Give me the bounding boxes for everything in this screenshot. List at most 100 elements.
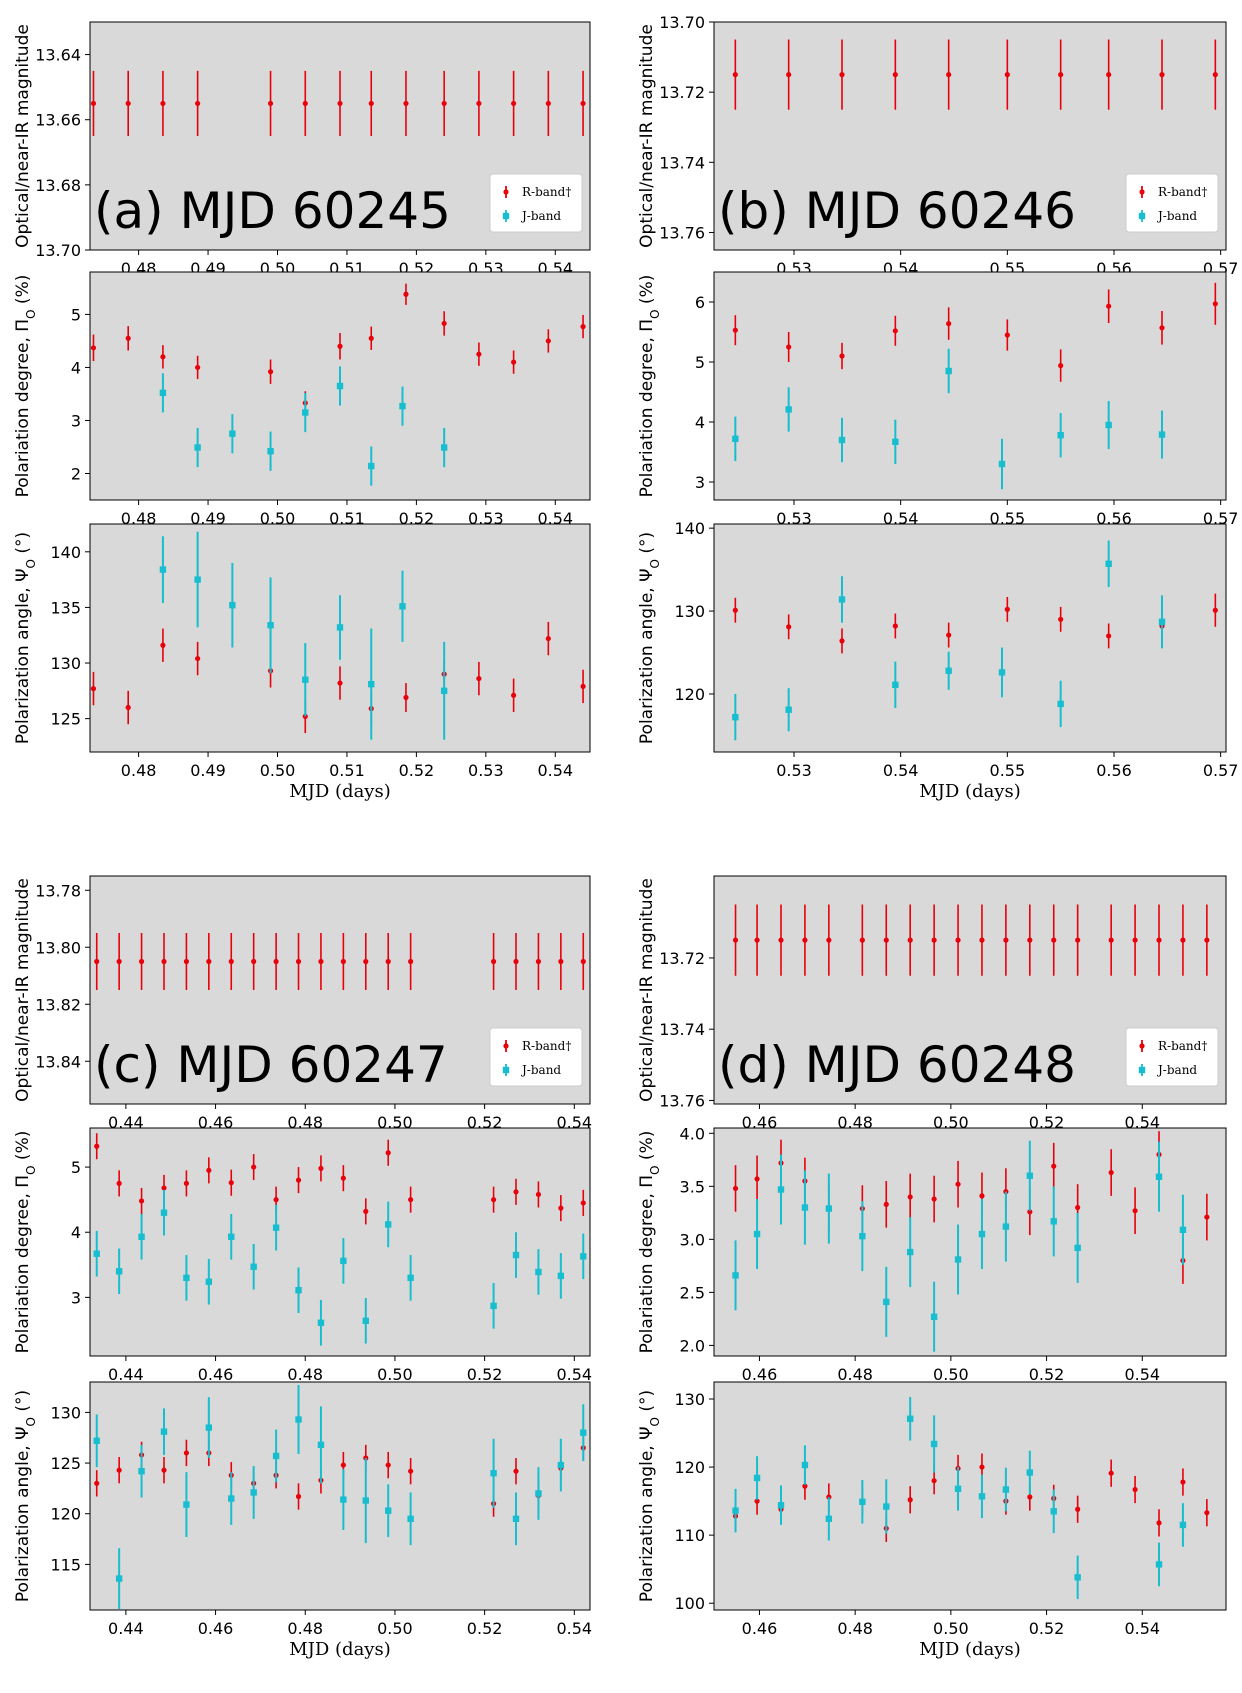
- data-point-j-band: [159, 389, 167, 397]
- y-tick-label: 4: [71, 1223, 81, 1242]
- data-point-j-band: [490, 1470, 497, 1477]
- plot-area-b_ang: [713, 523, 1227, 753]
- data-point-j-band: [883, 1503, 890, 1510]
- x-tick-label: 0.50: [933, 1113, 969, 1132]
- data-point-j-band: [557, 1461, 565, 1469]
- data-point-r-band: [273, 1197, 279, 1203]
- data-point-j-band: [777, 1501, 785, 1509]
- y-tick-label: 13.78: [35, 881, 81, 900]
- data-point-r-band: [1027, 1209, 1033, 1215]
- panel-annotation: (b) MJD 60246: [718, 182, 1076, 240]
- data-point-r-band: [946, 321, 952, 327]
- panel-annotation: (a) MJD 60245: [94, 182, 451, 240]
- data-point-j-band: [838, 436, 846, 444]
- data-point-r-band: [385, 958, 391, 965]
- data-point-j-band: [385, 1221, 392, 1228]
- y-tick-label: 5: [71, 305, 81, 324]
- data-point-j-band: [229, 430, 236, 437]
- y-tick-label: 3.5: [680, 1177, 705, 1196]
- data-point-r-band: [403, 100, 409, 107]
- data-point-r-band: [732, 72, 738, 78]
- data-point-j-band: [115, 1268, 123, 1275]
- x-tick-label: 0.52: [467, 1365, 503, 1384]
- data-point-j-band: [801, 1461, 809, 1469]
- x-tick-label: 0.54: [556, 1619, 592, 1638]
- data-point-j-band: [535, 1490, 542, 1497]
- x-tick-label: 0.52: [399, 509, 435, 528]
- data-point-j-band: [785, 706, 792, 713]
- data-point-r-band: [228, 958, 234, 965]
- data-point-j-band: [295, 1416, 302, 1423]
- data-point-j-band: [1179, 1521, 1187, 1529]
- data-point-r-band: [535, 958, 542, 965]
- y-tick-label: 13.64: [35, 46, 81, 65]
- data-point-r-band: [363, 958, 369, 965]
- data-point-j-band: [340, 1257, 347, 1265]
- y-axis-label: Optical/near-IR magnitude: [637, 24, 657, 248]
- data-point-r-band: [754, 1498, 760, 1504]
- data-point-j-band: [732, 435, 739, 442]
- data-point-j-band: [801, 1204, 809, 1211]
- data-point-j-band: [785, 406, 792, 413]
- x-tick-label: 0.54: [556, 1113, 592, 1132]
- x-tick-label: 0.54: [537, 509, 573, 528]
- data-point-r-band: [161, 958, 167, 965]
- data-point-j-band: [580, 1253, 587, 1260]
- y-tick-label: 13.74: [659, 1020, 705, 1039]
- x-tick-label: 0.48: [287, 1619, 323, 1638]
- data-point-j-band: [945, 367, 952, 375]
- legend-label: R-band†: [522, 1039, 571, 1053]
- legend-label: J-band: [1156, 1063, 1197, 1077]
- data-point-r-band: [1156, 1520, 1162, 1526]
- data-point-r-band: [1108, 1470, 1114, 1476]
- x-tick-label: 0.52: [467, 1113, 503, 1132]
- data-point-r-band: [267, 369, 274, 375]
- data-point-j-band: [440, 687, 448, 695]
- data-point-j-band: [399, 402, 406, 410]
- data-point-r-band: [1106, 303, 1112, 309]
- legend-marker-j-band: [1138, 212, 1146, 220]
- data-point-r-band: [408, 1468, 414, 1474]
- data-point-r-band: [138, 958, 145, 965]
- legend-label: R-band†: [522, 185, 571, 199]
- data-point-r-band: [931, 937, 937, 943]
- data-point-j-band: [1057, 700, 1064, 708]
- x-tick-label: 0.57: [1203, 509, 1239, 528]
- data-point-r-band: [1051, 1163, 1057, 1169]
- y-tick-label: 130: [674, 1390, 705, 1409]
- x-tick-label: 0.50: [933, 1365, 969, 1384]
- data-point-r-band: [786, 624, 792, 630]
- y-tick-label: 110: [674, 1526, 705, 1545]
- data-point-r-band: [511, 692, 517, 698]
- data-point-j-band: [892, 681, 899, 689]
- data-point-r-band: [892, 623, 898, 629]
- data-point-r-band: [892, 72, 898, 78]
- y-tick-label: 13.82: [35, 995, 81, 1014]
- data-point-r-band: [979, 1464, 985, 1470]
- x-tick-label: 0.48: [837, 1113, 873, 1132]
- data-point-r-band: [732, 937, 739, 943]
- y-tick-label: 13.76: [659, 1091, 705, 1110]
- y-axis-label: Optical/near-IR magnitude: [13, 24, 33, 248]
- data-point-j-band: [859, 1498, 866, 1505]
- data-point-r-band: [206, 1167, 212, 1173]
- data-point-j-band: [825, 1205, 833, 1212]
- legend-box: [489, 173, 583, 233]
- data-point-r-band: [441, 320, 447, 327]
- data-point-j-band: [295, 1287, 302, 1294]
- x-tick-label: 0.50: [377, 1365, 413, 1384]
- y-tick-label: 120: [674, 685, 705, 704]
- data-point-r-band: [955, 1181, 961, 1187]
- legend-box: [1125, 1027, 1219, 1087]
- data-point-j-band: [138, 1467, 145, 1475]
- data-point-j-band: [978, 1493, 986, 1500]
- data-point-r-band: [558, 1205, 564, 1211]
- data-point-r-band: [318, 958, 324, 965]
- data-point-j-band: [998, 460, 1006, 468]
- data-point-r-band: [907, 1497, 913, 1503]
- data-point-r-band: [363, 1208, 369, 1214]
- data-point-r-band: [802, 937, 808, 943]
- data-point-r-band: [183, 1450, 190, 1456]
- data-point-r-band: [931, 1478, 937, 1484]
- y-tick-label: 2: [71, 464, 81, 483]
